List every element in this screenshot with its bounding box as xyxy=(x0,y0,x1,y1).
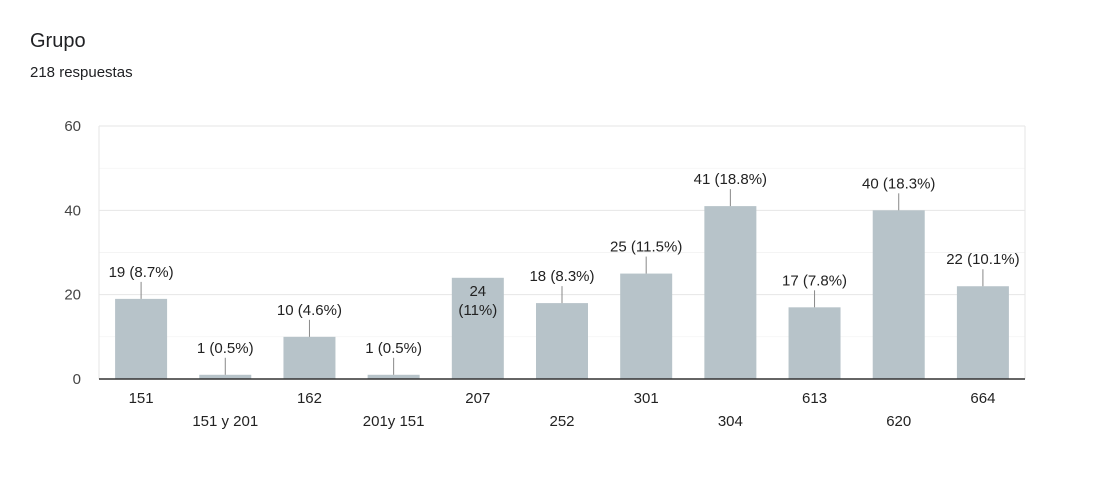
x-category-label: 304 xyxy=(718,413,743,430)
data-label: 10 (4.6%) xyxy=(277,302,342,319)
bar xyxy=(620,273,673,379)
data-label: 17 (7.8%) xyxy=(782,272,847,289)
response-count: 218 respuestas xyxy=(30,64,133,81)
data-label: 18 (8.3%) xyxy=(529,268,594,285)
x-category-label: 252 xyxy=(549,413,574,430)
x-category-label: 207 xyxy=(465,390,490,407)
bar xyxy=(536,303,588,379)
x-category-label: 151 xyxy=(129,390,154,407)
bar xyxy=(367,374,420,379)
x-category-label: 201y 151 xyxy=(363,413,425,430)
x-category-label: 664 xyxy=(970,390,995,407)
x-category-label: 301 xyxy=(634,390,659,407)
data-label: 25 (11.5%) xyxy=(610,239,682,256)
data-label: 1 (0.5%) xyxy=(365,340,422,357)
data-label: 22 (10.1%) xyxy=(946,251,1019,268)
bar xyxy=(956,286,1009,379)
bar xyxy=(788,307,841,379)
data-label: 1 (0.5%) xyxy=(197,340,254,357)
data-label: 19 (8.7%) xyxy=(109,264,174,281)
y-tick-label: 60 xyxy=(64,118,81,135)
data-label: 24 xyxy=(469,283,486,300)
x-category-label: 151 y 201 xyxy=(192,413,258,430)
x-category-label: 613 xyxy=(802,390,827,407)
bar xyxy=(199,374,252,379)
x-category-label: 620 xyxy=(886,413,911,430)
bar xyxy=(872,210,925,379)
x-category-label: 162 xyxy=(297,390,322,407)
y-tick-label: 40 xyxy=(64,202,81,219)
bar xyxy=(115,298,168,379)
y-tick-label: 0 xyxy=(73,371,81,388)
bar xyxy=(704,206,757,379)
data-label: 41 (18.8%) xyxy=(694,171,767,188)
y-tick-label: 20 xyxy=(64,287,81,304)
bar xyxy=(451,277,504,379)
chart-title: Grupo xyxy=(30,30,86,52)
data-label: 40 (18.3%) xyxy=(862,175,935,192)
bar xyxy=(283,336,336,379)
data-label: (11%) xyxy=(458,302,497,319)
